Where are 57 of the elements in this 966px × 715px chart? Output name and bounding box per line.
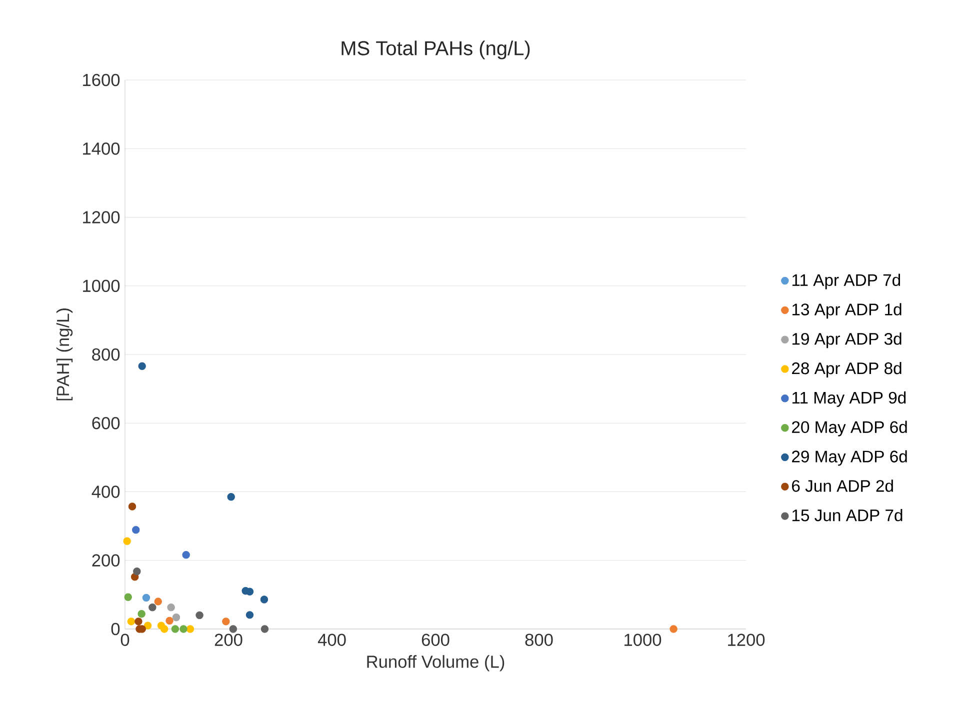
y-tick-label: 1000 bbox=[83, 280, 120, 292]
legend-label: 6 Jun ADP 2d bbox=[792, 480, 893, 492]
legend-label: 19 Apr ADP 3d bbox=[792, 332, 902, 348]
point bbox=[182, 551, 190, 559]
x-tick-label: 0 bbox=[120, 634, 130, 646]
legend-label: 15 Jun ADP 7d bbox=[792, 509, 902, 522]
x-tick-label: 200 bbox=[214, 634, 242, 646]
point bbox=[148, 604, 156, 612]
y-tick-label: 400 bbox=[92, 486, 120, 498]
point bbox=[124, 593, 132, 601]
point bbox=[167, 604, 175, 612]
x-axis-title: Runoff Volume (L) bbox=[367, 655, 504, 672]
legend-label: 11 May ADP 9d bbox=[792, 391, 906, 407]
point bbox=[160, 625, 168, 633]
y-tick-label: 800 bbox=[92, 348, 120, 361]
point bbox=[180, 625, 188, 633]
point bbox=[186, 625, 194, 633]
point bbox=[123, 537, 131, 546]
x-tick-label: 600 bbox=[422, 634, 450, 646]
point bbox=[227, 493, 235, 501]
point bbox=[222, 618, 230, 626]
legend-label: 13 Apr ADP 1d bbox=[792, 303, 902, 319]
y-axis-title: [PAH] (ng/L) bbox=[56, 308, 73, 400]
point bbox=[171, 625, 180, 633]
point bbox=[144, 622, 152, 630]
y-tick-label: 0 bbox=[111, 622, 120, 636]
point bbox=[138, 362, 146, 370]
y-tick-label: 200 bbox=[92, 554, 120, 567]
x-tick-label: 1000 bbox=[624, 634, 662, 646]
point bbox=[142, 594, 150, 602]
point bbox=[166, 616, 174, 625]
point bbox=[229, 625, 238, 633]
point bbox=[134, 618, 142, 626]
x-tick-label: 400 bbox=[318, 634, 346, 646]
chart-title: MS Total PAHs (ng/L) bbox=[342, 40, 530, 60]
y-tick-label: 1400 bbox=[83, 142, 120, 155]
point bbox=[246, 611, 254, 619]
point bbox=[154, 598, 162, 606]
point bbox=[260, 596, 268, 604]
legend-label: 11 Apr ADP 7d bbox=[792, 274, 900, 290]
point bbox=[260, 625, 269, 633]
point bbox=[127, 618, 136, 626]
y-tick-label: 600 bbox=[92, 416, 120, 430]
legend-label: 28 Apr ADP 8d bbox=[792, 362, 902, 378]
point bbox=[128, 502, 136, 510]
point bbox=[133, 567, 141, 576]
point bbox=[196, 611, 204, 620]
x-tick-label: 800 bbox=[525, 634, 553, 646]
point bbox=[670, 625, 678, 633]
legend-label: 20 May ADP 6d bbox=[792, 420, 907, 436]
point bbox=[132, 526, 140, 534]
x-tick-label: 1200 bbox=[728, 634, 765, 646]
point bbox=[172, 613, 180, 622]
y-tick-label: 1200 bbox=[83, 211, 120, 224]
y-tick-label: 1600 bbox=[83, 74, 120, 86]
legend-label: 29 May ADP 6d bbox=[792, 450, 907, 466]
point bbox=[138, 610, 146, 618]
